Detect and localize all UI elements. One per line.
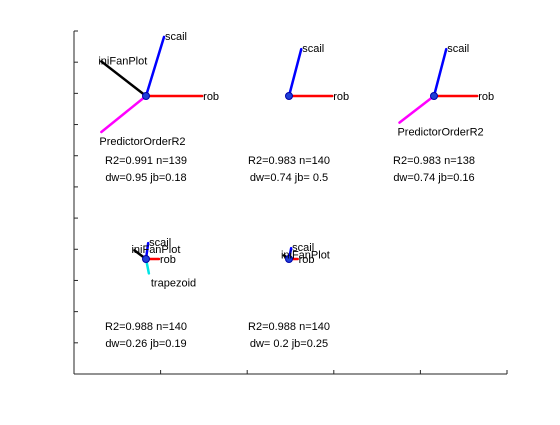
fan-spoke-predictororderr2 bbox=[398, 94, 436, 124]
fan-stats-line1: R2=0.988 n=140 bbox=[105, 321, 187, 333]
spoke-label: trapezoid bbox=[151, 277, 196, 289]
fan-stats-line2: dw= 0.2 jb=0.25 bbox=[250, 338, 328, 350]
spokes-layer bbox=[100, 35, 479, 275]
fan-hub bbox=[142, 92, 150, 100]
spoke-label: rob bbox=[203, 91, 219, 103]
spoke-label: scail bbox=[302, 43, 324, 55]
axes bbox=[73, 30, 508, 375]
fan-stats-line1: R2=0.991 n=139 bbox=[105, 155, 187, 167]
fan-stats-line1: R2=0.988 n=140 bbox=[248, 321, 330, 333]
fan-hub bbox=[142, 255, 150, 263]
spoke-label: scail bbox=[165, 31, 187, 43]
fan-spoke-scail bbox=[432, 47, 448, 98]
fan-hub bbox=[430, 92, 438, 100]
fan-stats-line2: dw=0.26 jb=0.19 bbox=[105, 338, 186, 350]
fan-stats-line1: R2=0.983 n=138 bbox=[393, 155, 475, 167]
fan-hub bbox=[285, 255, 293, 263]
spoke-label: iniFanPlot bbox=[281, 249, 330, 261]
spoke-label: rob bbox=[478, 91, 494, 103]
spoke-label: PredictorOrderR2 bbox=[397, 126, 483, 138]
fan-stats-line2: dw=0.95 jb=0.18 bbox=[105, 172, 186, 184]
hubs-layer bbox=[142, 92, 438, 263]
fan-hub bbox=[285, 92, 293, 100]
fan-spoke-scail bbox=[144, 35, 166, 98]
fan-spoke-scail bbox=[287, 47, 303, 98]
fan-stats-line2: dw=0.74 jb=0.16 bbox=[393, 172, 474, 184]
fan-spoke-inifanplot bbox=[100, 60, 148, 98]
spoke-label: scail bbox=[292, 242, 314, 254]
labels-layer: scailrobiniFanPlotPredictorOrderR2scailr… bbox=[98, 31, 494, 289]
spoke-label: PredictorOrderR2 bbox=[99, 136, 185, 148]
fan-stats-line1: R2=0.983 n=140 bbox=[248, 155, 330, 167]
stats-layer: R2=0.991 n=139 dw=0.95 jb=0.18 R2=0.983 n=… bbox=[105, 155, 475, 350]
spoke-label: rob bbox=[299, 254, 315, 266]
spoke-label: scail bbox=[149, 237, 171, 249]
spoke-label: rob bbox=[333, 91, 349, 103]
spoke-label: iniFanPlot bbox=[131, 244, 180, 256]
spoke-label: scail bbox=[447, 43, 469, 55]
fan-stats-line2: dw=0.74 jb= 0.5 bbox=[250, 172, 328, 184]
spoke-label: rob bbox=[160, 254, 176, 266]
fan-spoke-predictororderr2 bbox=[100, 94, 148, 134]
spoke-label: iniFanPlot bbox=[98, 55, 147, 67]
